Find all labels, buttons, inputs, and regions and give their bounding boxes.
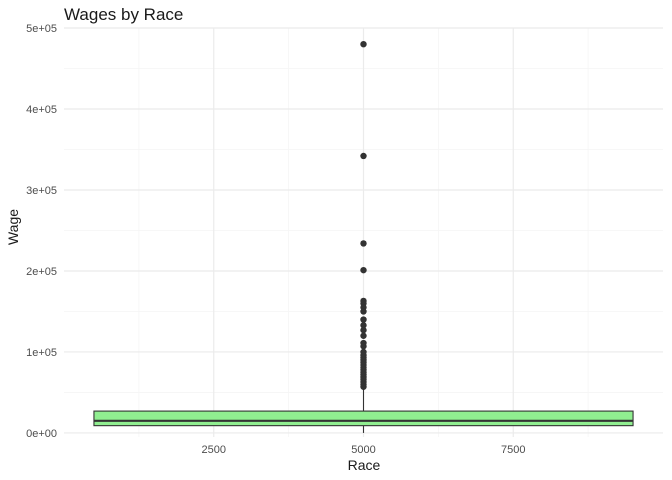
x-tick-label: 2500 <box>202 444 226 456</box>
y-tick-label: 0e+00 <box>26 428 57 440</box>
outlier-point <box>360 308 367 315</box>
y-tick-label: 2e+05 <box>26 266 57 278</box>
y-tick-label: 5e+05 <box>26 23 57 35</box>
outliers <box>360 40 367 390</box>
outlier-point <box>360 326 367 334</box>
outlier-point <box>360 152 367 160</box>
x-tick-label: 5000 <box>351 444 375 456</box>
y-axis-ticks: 0e+00 1e+05 2e+05 3e+05 4e+05 5e+05 <box>26 23 57 440</box>
box-iqr <box>93 410 634 427</box>
outlier-point <box>360 240 367 247</box>
x-tick-label: 7500 <box>501 444 525 456</box>
outlier-point <box>360 383 367 390</box>
y-tick-label: 3e+05 <box>26 185 57 197</box>
y-axis-title: Wage <box>5 209 21 245</box>
outlier-point <box>360 322 367 329</box>
outlier-point <box>360 332 367 339</box>
y-tick-label: 1e+05 <box>26 347 57 359</box>
boxplot <box>93 388 634 433</box>
x-axis-ticks: 2500 5000 7500 <box>202 444 526 456</box>
outlier-point <box>360 316 367 323</box>
x-axis-title: Race <box>348 457 381 473</box>
outlier-point <box>360 266 367 274</box>
y-tick-label: 4e+05 <box>26 104 57 116</box>
outlier-point <box>360 40 367 48</box>
outlier-point <box>360 343 367 350</box>
chart-title: Wages by Race <box>64 5 183 24</box>
